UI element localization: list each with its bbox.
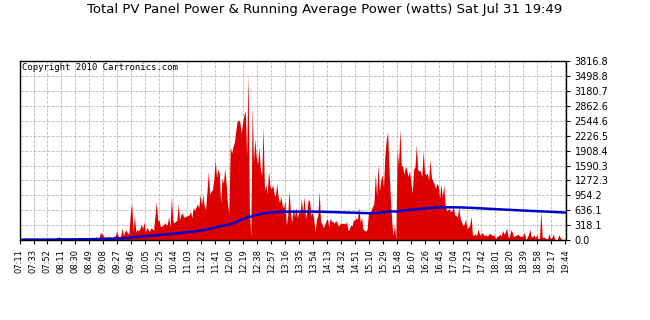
Text: Total PV Panel Power & Running Average Power (watts) Sat Jul 31 19:49: Total PV Panel Power & Running Average P…	[87, 3, 563, 16]
Text: Copyright 2010 Cartronics.com: Copyright 2010 Cartronics.com	[22, 63, 178, 72]
